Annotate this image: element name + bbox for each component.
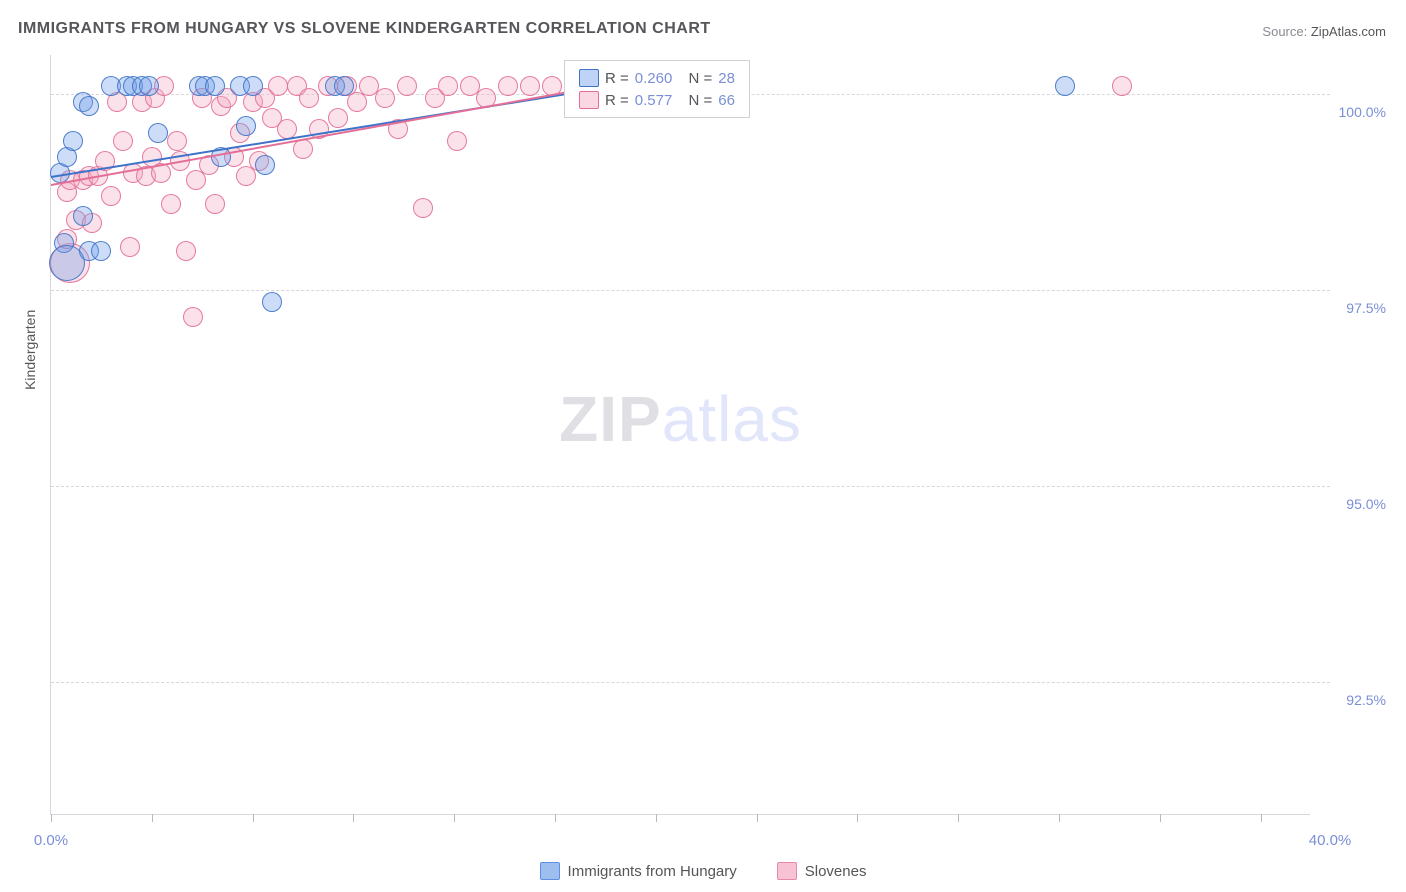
scatter-point (438, 76, 458, 96)
xtick (656, 814, 657, 822)
ytick-label: 100.0% (1339, 104, 1386, 120)
series-legend: Immigrants from Hungary Slovenes (0, 862, 1406, 880)
scatter-point (328, 108, 348, 128)
xtick (958, 814, 959, 822)
watermark: ZIPatlas (559, 382, 802, 456)
xtick (757, 814, 758, 822)
chart-title: IMMIGRANTS FROM HUNGARY VS SLOVENE KINDE… (18, 20, 711, 38)
legend-swatch (579, 69, 599, 87)
xtick (454, 814, 455, 822)
legend-n-label: N = (688, 92, 712, 109)
ytick-label: 97.5% (1346, 300, 1386, 316)
xtick (1261, 814, 1262, 822)
y-axis-label: Kindergarten (22, 310, 38, 390)
legend-swatch (579, 91, 599, 109)
footer-legend-label: Slovenes (805, 863, 867, 880)
scatter-point (120, 237, 140, 257)
ytick-label: 95.0% (1346, 496, 1386, 512)
xtick (152, 814, 153, 822)
scatter-point (268, 76, 288, 96)
scatter-point (520, 76, 540, 96)
ytick-label: 92.5% (1346, 692, 1386, 708)
scatter-point (176, 241, 196, 261)
legend-row: R = 0.260 N = 28 (579, 67, 735, 89)
scatter-point (498, 76, 518, 96)
xtick (1160, 814, 1161, 822)
scatter-point (79, 96, 99, 116)
scatter-point (299, 88, 319, 108)
legend-n-value: 28 (718, 70, 735, 87)
plot-area: ZIPatlas 0.0%40.0% (50, 55, 1310, 815)
scatter-point (1112, 76, 1132, 96)
scatter-point (139, 76, 159, 96)
scatter-point (375, 88, 395, 108)
scatter-point (397, 76, 417, 96)
scatter-point (255, 155, 275, 175)
scatter-point (262, 292, 282, 312)
gridline-h (51, 486, 1330, 487)
scatter-point (63, 131, 83, 151)
legend-r-value: 0.260 (635, 70, 673, 87)
xlabel-min: 0.0% (34, 832, 68, 849)
chart-container: IMMIGRANTS FROM HUNGARY VS SLOVENE KINDE… (0, 0, 1406, 892)
xtick (1059, 814, 1060, 822)
source-link[interactable]: ZipAtlas.com (1311, 24, 1386, 39)
footer-legend-label: Immigrants from Hungary (568, 863, 737, 880)
legend-swatch (540, 862, 560, 880)
correlation-legend: R = 0.260 N = 28R = 0.577 N = 66 (564, 60, 750, 118)
scatter-point (148, 123, 168, 143)
source-attribution: Source: ZipAtlas.com (1262, 24, 1386, 39)
scatter-point (91, 241, 111, 261)
scatter-point (413, 198, 433, 218)
legend-n-value: 66 (718, 92, 735, 109)
scatter-point (205, 76, 225, 96)
scatter-point (167, 131, 187, 151)
xtick (555, 814, 556, 822)
legend-row: R = 0.577 N = 66 (579, 89, 735, 111)
footer-legend-item: Slovenes (777, 862, 867, 880)
legend-n-label: N = (688, 70, 712, 87)
scatter-point (447, 131, 467, 151)
legend-swatch (777, 862, 797, 880)
scatter-point (243, 76, 263, 96)
scatter-point (293, 139, 313, 159)
xtick (353, 814, 354, 822)
scatter-point (236, 116, 256, 136)
scatter-point (1055, 76, 1075, 96)
legend-r-label: R = (605, 70, 629, 87)
scatter-point (334, 76, 354, 96)
xtick (857, 814, 858, 822)
xtick (253, 814, 254, 822)
scatter-point (101, 186, 121, 206)
watermark-zip: ZIP (559, 383, 662, 455)
xtick (51, 814, 52, 822)
gridline-h (51, 682, 1330, 683)
xlabel-max: 40.0% (1309, 832, 1352, 849)
scatter-point (73, 206, 93, 226)
watermark-atlas: atlas (662, 383, 802, 455)
scatter-point (113, 131, 133, 151)
source-label: Source: (1262, 24, 1307, 39)
footer-legend-item: Immigrants from Hungary (540, 862, 737, 880)
legend-r-label: R = (605, 92, 629, 109)
scatter-point (205, 194, 225, 214)
legend-r-value: 0.577 (635, 92, 673, 109)
scatter-point (161, 194, 181, 214)
gridline-h (51, 290, 1330, 291)
scatter-point (183, 307, 203, 327)
